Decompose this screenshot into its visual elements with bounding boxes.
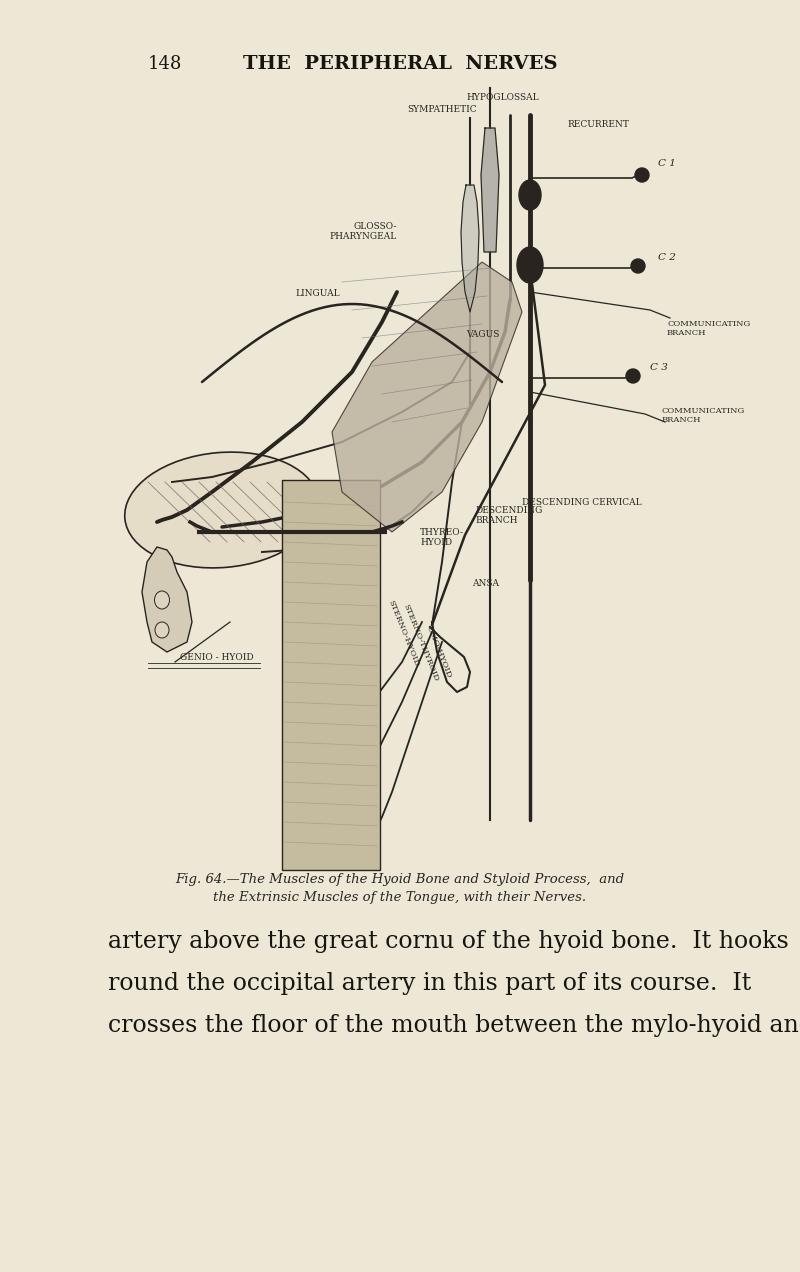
- Polygon shape: [332, 262, 522, 532]
- Text: COMMUNICATING
BRANCH: COMMUNICATING BRANCH: [662, 407, 746, 424]
- Text: C 3: C 3: [650, 363, 668, 371]
- Ellipse shape: [125, 452, 319, 567]
- Ellipse shape: [519, 181, 541, 210]
- Text: STERNO-THYROID: STERNO-THYROID: [402, 603, 440, 683]
- Text: Fig. 64.—The Muscles of the Hyoid Bone and Styloid Process,  and: Fig. 64.—The Muscles of the Hyoid Bone a…: [175, 873, 625, 887]
- Ellipse shape: [517, 247, 543, 282]
- Text: THYREO-
HYOID: THYREO- HYOID: [420, 528, 464, 547]
- Text: THE  PERIPHERAL  NERVES: THE PERIPHERAL NERVES: [242, 55, 558, 73]
- Text: GENIO - HYOID: GENIO - HYOID: [180, 654, 254, 663]
- Polygon shape: [142, 547, 192, 653]
- Text: C 2: C 2: [658, 253, 676, 262]
- Text: HYPOGLOSSAL: HYPOGLOSSAL: [466, 93, 539, 102]
- Circle shape: [635, 168, 649, 182]
- FancyBboxPatch shape: [282, 480, 380, 870]
- Polygon shape: [481, 128, 499, 252]
- Ellipse shape: [154, 591, 170, 609]
- Text: the Extrinsic Muscles of the Tongue, with their Nerves.: the Extrinsic Muscles of the Tongue, wit…: [214, 890, 586, 904]
- Text: DESCENDING CERVICAL: DESCENDING CERVICAL: [522, 499, 642, 508]
- Text: artery above the great cornu of the hyoid bone.  It hooks: artery above the great cornu of the hyoi…: [108, 930, 789, 953]
- Text: COMMUNICATING
BRANCH: COMMUNICATING BRANCH: [667, 321, 750, 337]
- Text: SYMPATHETIC: SYMPATHETIC: [407, 106, 477, 114]
- Text: RECURRENT: RECURRENT: [567, 120, 629, 128]
- Polygon shape: [461, 184, 479, 312]
- Text: VAGUS: VAGUS: [466, 329, 499, 340]
- Text: STERNO-HYOID: STERNO-HYOID: [386, 598, 420, 668]
- Text: LINGUAL: LINGUAL: [295, 289, 340, 298]
- Text: round the occipital artery in this part of its course.  It: round the occipital artery in this part …: [108, 972, 751, 995]
- Circle shape: [631, 259, 645, 273]
- Text: GLOSSO-
PHARYNGEAL: GLOSSO- PHARYNGEAL: [330, 223, 397, 242]
- Text: DESCENDING
BRANCH: DESCENDING BRANCH: [475, 506, 542, 525]
- Ellipse shape: [155, 622, 169, 639]
- Text: C 1: C 1: [658, 159, 676, 168]
- Text: OMO-HYOID: OMO-HYOID: [425, 625, 453, 679]
- Text: ANSA: ANSA: [472, 579, 499, 588]
- Text: crosses the floor of the mouth between the mylo-hyoid and: crosses the floor of the mouth between t…: [108, 1014, 800, 1037]
- Text: 148: 148: [148, 55, 182, 73]
- Circle shape: [626, 369, 640, 383]
